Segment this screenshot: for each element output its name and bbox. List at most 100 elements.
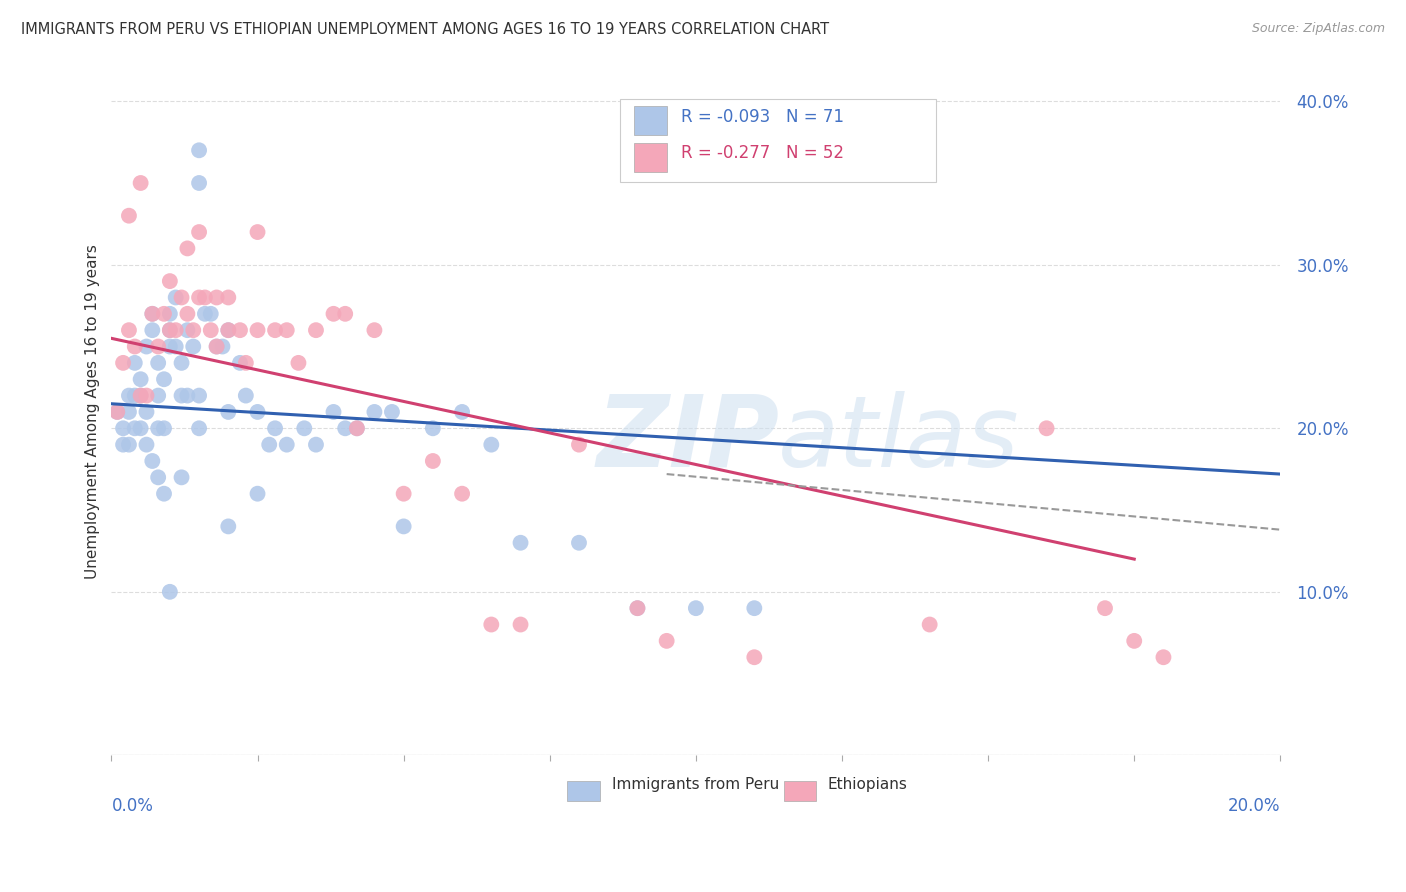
Point bbox=[170, 290, 193, 304]
Point bbox=[422, 421, 444, 435]
Point bbox=[176, 241, 198, 255]
Point bbox=[305, 437, 328, 451]
Point bbox=[118, 209, 141, 223]
Point bbox=[176, 388, 198, 402]
Text: ZIP: ZIP bbox=[596, 391, 779, 488]
Point bbox=[112, 356, 135, 370]
Text: Source: ZipAtlas.com: Source: ZipAtlas.com bbox=[1251, 22, 1385, 36]
Point bbox=[188, 388, 211, 402]
Point bbox=[165, 290, 187, 304]
Text: IMMIGRANTS FROM PERU VS ETHIOPIAN UNEMPLOYMENT AMONG AGES 16 TO 19 YEARS CORRELA: IMMIGRANTS FROM PERU VS ETHIOPIAN UNEMPL… bbox=[21, 22, 830, 37]
Point bbox=[118, 323, 141, 337]
Point bbox=[165, 339, 187, 353]
Point bbox=[217, 405, 239, 419]
Point bbox=[135, 388, 157, 402]
Point bbox=[422, 454, 444, 468]
Point bbox=[188, 421, 211, 435]
FancyBboxPatch shape bbox=[634, 106, 666, 136]
Point bbox=[170, 356, 193, 370]
Point bbox=[276, 323, 298, 337]
Point bbox=[159, 307, 181, 321]
Point bbox=[153, 372, 176, 386]
Point bbox=[451, 405, 474, 419]
Point bbox=[135, 339, 157, 353]
Point bbox=[217, 519, 239, 533]
Point bbox=[744, 601, 766, 615]
Point bbox=[124, 339, 146, 353]
Point bbox=[188, 290, 211, 304]
Point bbox=[176, 323, 198, 337]
Point bbox=[568, 437, 591, 451]
Point bbox=[112, 421, 135, 435]
Point bbox=[129, 388, 152, 402]
Point bbox=[200, 323, 222, 337]
Point bbox=[346, 421, 368, 435]
Point bbox=[509, 617, 531, 632]
Point bbox=[141, 307, 163, 321]
Text: Ethiopians: Ethiopians bbox=[828, 778, 908, 792]
Point bbox=[129, 388, 152, 402]
Point bbox=[1123, 633, 1146, 648]
Point bbox=[105, 405, 128, 419]
Point bbox=[335, 421, 357, 435]
Point bbox=[153, 421, 176, 435]
Point bbox=[118, 388, 141, 402]
Point bbox=[188, 176, 211, 190]
FancyBboxPatch shape bbox=[567, 781, 600, 801]
Point bbox=[165, 323, 187, 337]
Point bbox=[118, 437, 141, 451]
Point bbox=[626, 601, 648, 615]
Point bbox=[392, 486, 415, 500]
Point bbox=[159, 323, 181, 337]
Point bbox=[124, 388, 146, 402]
Text: Immigrants from Peru: Immigrants from Peru bbox=[612, 778, 779, 792]
Point bbox=[170, 470, 193, 484]
Text: R = -0.093   N = 71: R = -0.093 N = 71 bbox=[681, 108, 844, 126]
Point bbox=[568, 535, 591, 549]
Point bbox=[118, 405, 141, 419]
Point bbox=[479, 617, 502, 632]
Point bbox=[159, 323, 181, 337]
FancyBboxPatch shape bbox=[620, 99, 935, 182]
Point bbox=[626, 601, 648, 615]
Point bbox=[229, 356, 252, 370]
FancyBboxPatch shape bbox=[783, 781, 817, 801]
Point bbox=[194, 307, 217, 321]
Point bbox=[135, 405, 157, 419]
Point bbox=[287, 356, 309, 370]
Text: R = -0.277   N = 52: R = -0.277 N = 52 bbox=[681, 145, 844, 162]
Point bbox=[346, 421, 368, 435]
Point bbox=[170, 388, 193, 402]
Point bbox=[1035, 421, 1057, 435]
Text: atlas: atlas bbox=[778, 391, 1019, 488]
Point bbox=[217, 323, 239, 337]
Point bbox=[105, 405, 128, 419]
Point bbox=[146, 421, 169, 435]
Text: 20.0%: 20.0% bbox=[1227, 797, 1281, 814]
Point bbox=[1152, 650, 1174, 665]
Point bbox=[257, 437, 280, 451]
Point bbox=[509, 535, 531, 549]
Point bbox=[305, 323, 328, 337]
Point bbox=[235, 388, 257, 402]
Point bbox=[188, 143, 211, 157]
Point bbox=[276, 437, 298, 451]
Point bbox=[363, 405, 385, 419]
Point bbox=[146, 388, 169, 402]
Point bbox=[1094, 601, 1116, 615]
Y-axis label: Unemployment Among Ages 16 to 19 years: Unemployment Among Ages 16 to 19 years bbox=[86, 244, 100, 580]
Point bbox=[159, 584, 181, 599]
Point bbox=[129, 372, 152, 386]
Point bbox=[211, 339, 233, 353]
Point bbox=[451, 486, 474, 500]
Point bbox=[217, 323, 239, 337]
Point bbox=[205, 339, 228, 353]
Point bbox=[159, 274, 181, 288]
Point bbox=[200, 307, 222, 321]
Point bbox=[146, 470, 169, 484]
Point bbox=[744, 650, 766, 665]
Point bbox=[181, 339, 204, 353]
Point bbox=[235, 356, 257, 370]
Point bbox=[153, 486, 176, 500]
Point bbox=[322, 307, 344, 321]
